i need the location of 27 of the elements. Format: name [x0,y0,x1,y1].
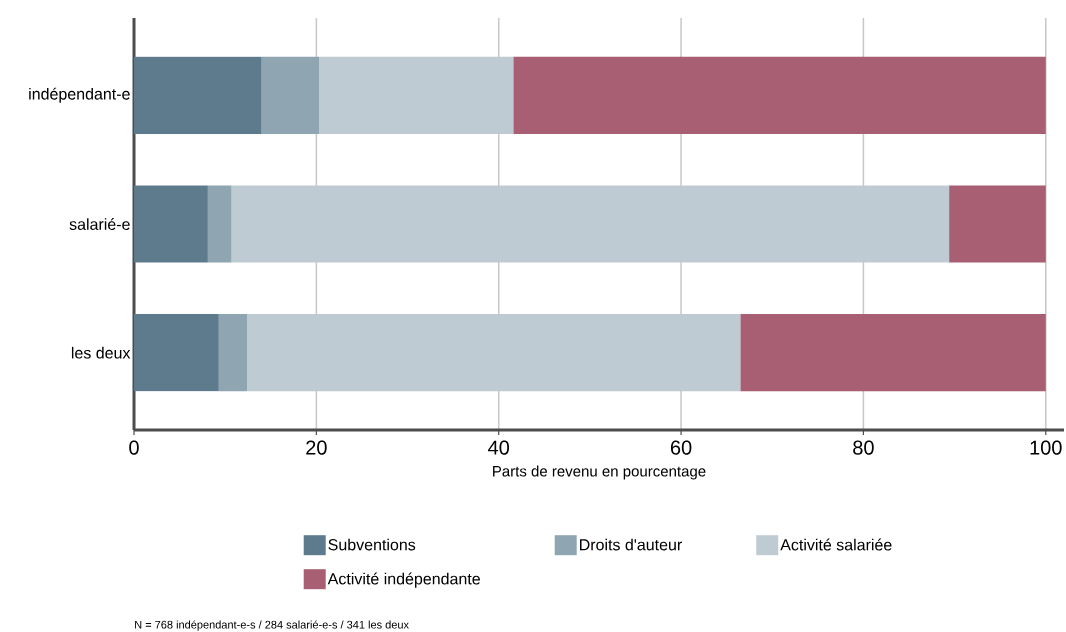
bar [134,56,262,134]
bar [207,185,232,263]
legend-label: Activité indépendante [327,572,480,588]
legend-label: Activité salariée [780,538,892,551]
bar [513,56,1046,134]
y-tick-label: les deux [71,346,131,359]
bar [231,185,950,263]
bar [319,56,514,134]
y-tick-label: indépendant-e [29,87,130,103]
x-tick-label: 20 [306,440,327,455]
legend-label: Droits d'auteur [580,538,682,551]
bar [261,56,320,134]
legend-label: Subventions [328,538,416,551]
x-tick-label: 100 [1030,440,1062,455]
bar [134,314,219,392]
bar [740,314,1046,392]
bar [949,185,1046,263]
x-tick-label: 40 [488,440,510,455]
x-tick-label: 60 [670,440,692,455]
bar [134,185,208,263]
x-tick-label: 80 [853,440,874,455]
x-tick-label: 0 [129,440,139,455]
bar [218,314,248,392]
bar [247,314,741,392]
text: N = 768 indépendant-e-s / 284 salarié-e-s / 341 les deux [135,620,409,631]
x-axis-title: Parts de revenu en pourcentage [493,465,706,480]
y-tick-label: salarié-e [69,218,130,230]
